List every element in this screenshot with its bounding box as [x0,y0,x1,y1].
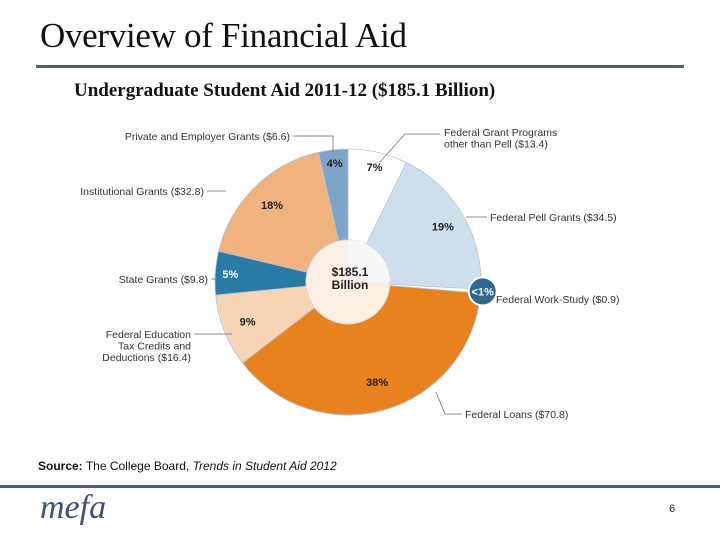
pie-pct-label: 19% [432,221,454,233]
pie-center-label: $185.1 [332,265,369,279]
pie-pct-label: <1% [472,286,495,298]
source-publication: Trends in Student Aid 2012 [192,459,337,473]
source-note: Source: The College Board, Trends in Stu… [38,459,337,473]
mefa-logo: mefa [40,489,107,526]
page-number: 6 [669,503,676,515]
callout-line [435,391,462,415]
pie-pct-label: 38% [366,377,388,389]
slice-label-federal-education: Federal Education Tax Credits and Deductio… [102,329,191,364]
slice-label-state-grants-9-8: State Grants ($9.8) [119,274,208,286]
source-label: Source: [38,459,83,473]
slice-label-federal-loans-70-8: Federal Loans ($70.8) [465,409,568,421]
pie-pct-label: 7% [367,162,383,174]
pie-pct-label: 4% [327,158,343,170]
slice-label-private-and-employer-grants-6-6: Private and Employer Grants ($6.6) [125,131,290,143]
footer-divider [0,485,720,488]
slice-label-federal-grant-programs: Federal Grant Programs other than Pell ($… [444,127,557,151]
chart-title: Undergraduate Student Aid 2011-12 ($185.… [74,80,496,101]
pie-slice-institutional-grants-32-8 [218,151,349,283]
pie-pct-label: 9% [240,317,256,329]
callout-line [379,133,440,163]
title-divider [36,65,684,68]
slice-label-institutional-grants-32-8: Institutional Grants ($32.8) [80,186,204,198]
pie-center-highlight [348,240,390,282]
pie-slice-federal-work-study [467,276,498,307]
source-text: The College Board, [85,459,190,473]
slide-title: Overview of Financial Aid [40,16,407,55]
slice-label-federal-pell-grants-34-5: Federal Pell Grants ($34.5) [490,212,617,224]
pie-pct-label: 18% [261,200,283,212]
callout-line [293,135,334,152]
slice-label-federal-work-study-0-9: Federal Work-Study ($0.9) [496,294,620,306]
pie-center-label: Billion [332,278,369,292]
pie-slice-federal-loans-70-8 [241,281,481,416]
pie-pct-label: 5% [222,269,238,281]
